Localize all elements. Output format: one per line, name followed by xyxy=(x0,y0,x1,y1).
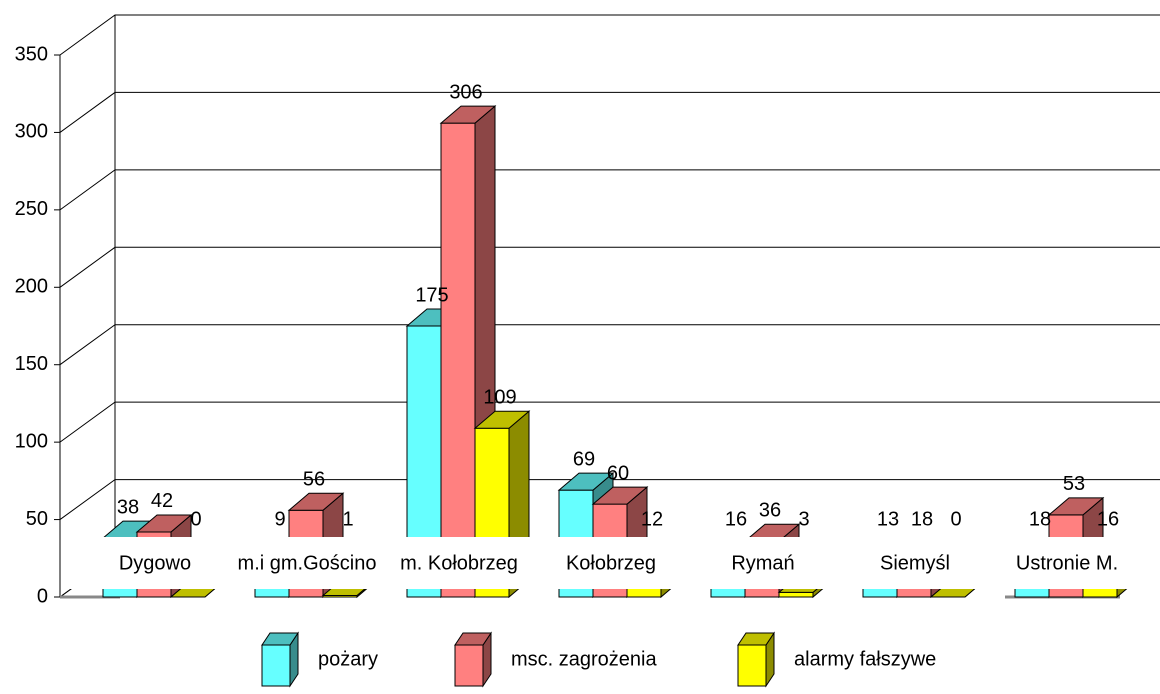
y-tick-label: 200 xyxy=(15,276,48,298)
grid-line xyxy=(59,246,1160,288)
y-tick-label: 150 xyxy=(15,353,48,375)
value-label: 175 xyxy=(415,284,448,306)
bar-top xyxy=(1047,497,1105,516)
bar-top xyxy=(287,492,345,511)
value-label: 56 xyxy=(303,469,325,491)
x-tick-label: Ustronie M. xyxy=(1016,552,1118,574)
value-label: 13 xyxy=(877,508,899,530)
bar xyxy=(778,591,814,598)
value-label: 9 xyxy=(274,508,285,530)
legend-top xyxy=(737,632,775,646)
bar-top xyxy=(473,410,531,429)
value-label: 12 xyxy=(641,508,663,530)
legend-top xyxy=(454,632,492,646)
x-tick-label: m.i gm.Gościno xyxy=(238,552,377,574)
legend-swatch xyxy=(737,644,767,687)
y-tick-label: 250 xyxy=(15,198,48,220)
grid-line xyxy=(59,479,1160,520)
category-band xyxy=(62,537,1160,589)
value-label: 0 xyxy=(950,508,961,530)
value-label: 69 xyxy=(573,448,595,470)
y-tick-label: 50 xyxy=(26,508,48,530)
legend-top xyxy=(261,632,299,646)
legend-swatch xyxy=(454,644,484,687)
value-label: 16 xyxy=(725,508,747,530)
value-label: 18 xyxy=(1029,508,1051,530)
legend-label: alarmy fałszywe xyxy=(794,648,936,670)
value-label: 0 xyxy=(190,508,201,530)
value-label: 53 xyxy=(1063,473,1085,495)
value-label: 3 xyxy=(798,508,809,530)
value-label: 42 xyxy=(151,490,173,512)
value-label: 18 xyxy=(911,508,933,530)
x-tick-label: Siemyśl xyxy=(880,552,950,574)
x-tick-label: m. Kołobrzeg xyxy=(400,552,518,574)
bar-top xyxy=(591,486,649,505)
value-label: 109 xyxy=(483,386,516,408)
grid-line xyxy=(59,324,1160,366)
grid-line xyxy=(59,169,1160,211)
x-tick-label: Dygowo xyxy=(119,552,191,574)
value-label: 16 xyxy=(1097,508,1119,530)
value-label: 36 xyxy=(759,500,781,522)
y-tick-label: 300 xyxy=(15,121,48,143)
x-tick-label: Rymań xyxy=(731,552,794,574)
bar xyxy=(440,122,476,598)
value-label: 306 xyxy=(449,81,482,103)
y-tick-label: 100 xyxy=(15,430,48,452)
value-label: 38 xyxy=(117,496,139,518)
legend-label: msc. zagrożenia xyxy=(511,648,657,670)
bar-top xyxy=(439,105,497,124)
value-label: 1 xyxy=(342,508,353,530)
y-tick-label: 350 xyxy=(15,43,48,65)
legend-label: pożary xyxy=(318,648,378,670)
legend-swatch xyxy=(261,644,291,687)
bar-top xyxy=(557,472,615,491)
grid-line xyxy=(59,401,1160,443)
value-label: 60 xyxy=(607,462,629,484)
grid-line xyxy=(59,91,1160,133)
grid-line xyxy=(59,14,1160,56)
y-tick-label: 0 xyxy=(37,585,48,607)
x-tick-label: Kołobrzeg xyxy=(566,552,656,574)
bar-top xyxy=(135,514,193,533)
